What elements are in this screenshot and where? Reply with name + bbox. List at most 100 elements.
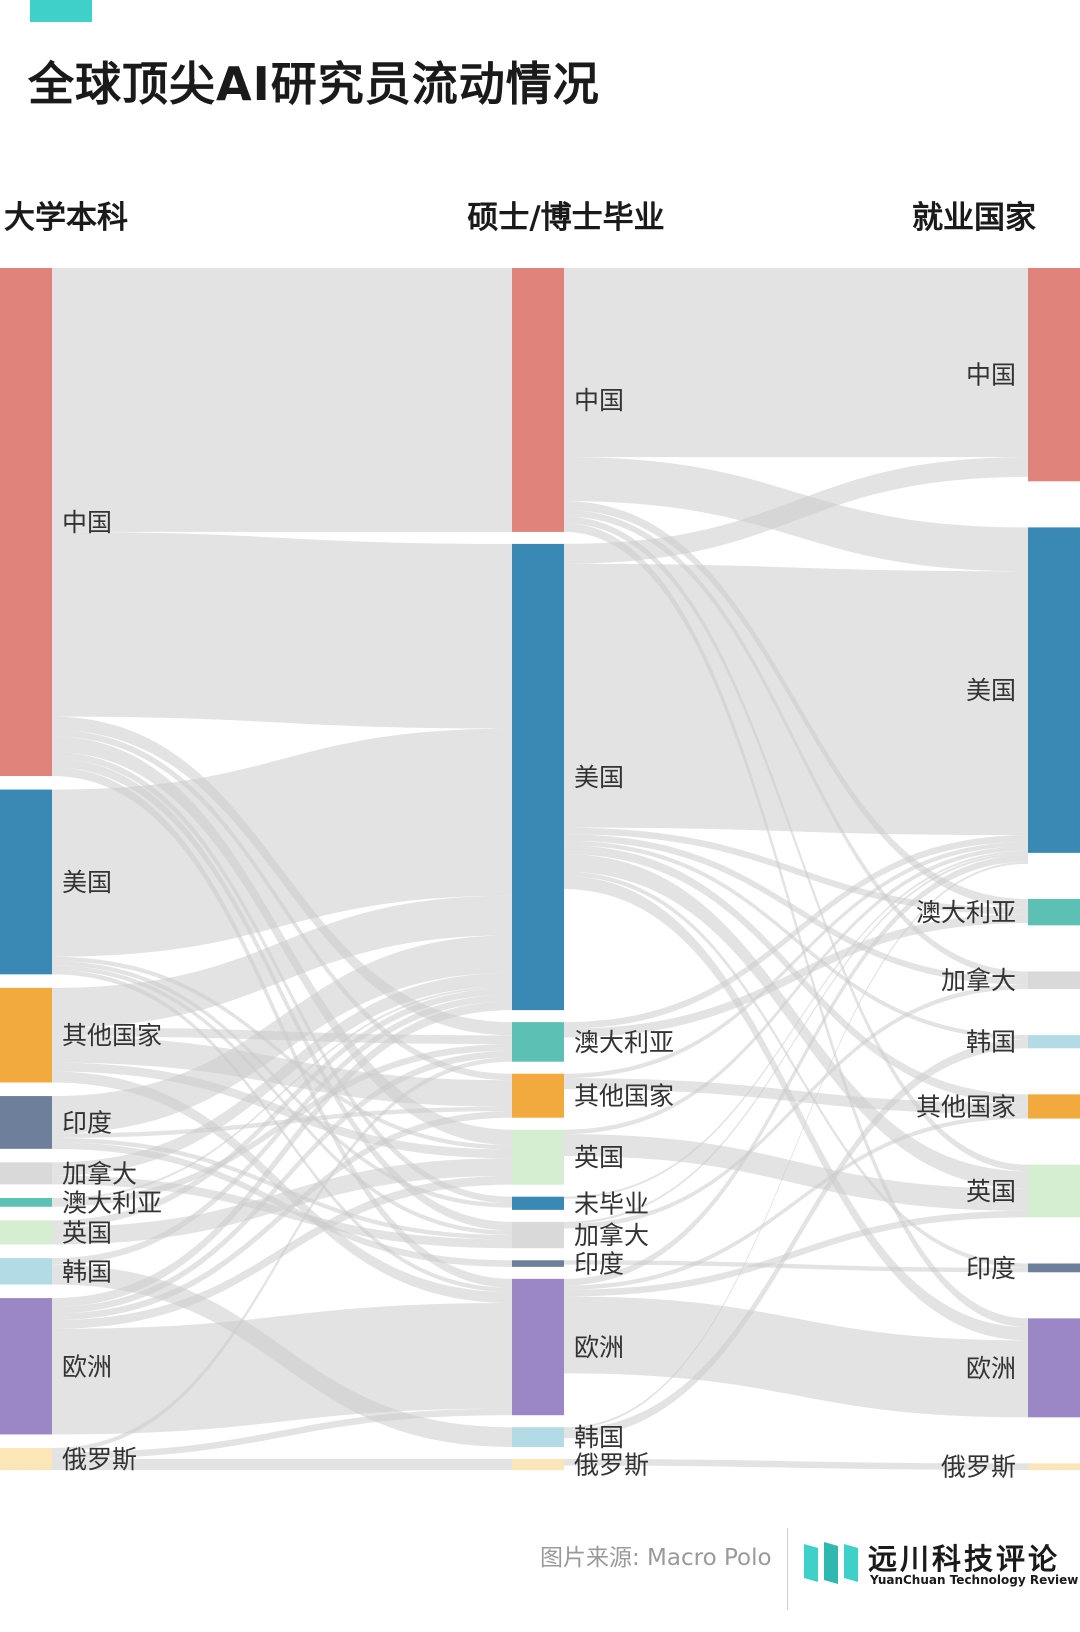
node-bar-u_eu bbox=[0, 1298, 52, 1435]
node-label-u_kr: 韩国 bbox=[62, 1257, 112, 1286]
flow-u_us-to-g_ca bbox=[52, 965, 512, 1236]
stage-header-employment: 就业国家 bbox=[912, 200, 1036, 236]
node-bar-j_ru bbox=[1028, 1463, 1080, 1470]
flow-g_au-to-j_au bbox=[564, 914, 1028, 1038]
flow-g_uk-to-j_us bbox=[564, 846, 1028, 1135]
flow-g_us-to-j_us bbox=[564, 563, 1028, 836]
flow-u_kr-to-g_us bbox=[52, 994, 512, 1265]
node-bar-u_ru bbox=[0, 1448, 52, 1470]
flow-g_ru-to-j_ru bbox=[564, 1459, 1028, 1470]
node-bar-g_in bbox=[512, 1260, 564, 1267]
node-label-g_ca: 加拿大 bbox=[574, 1221, 649, 1250]
stage-header-graduate: 硕士/博士毕业 bbox=[467, 200, 664, 236]
node-bar-j_eu bbox=[1028, 1318, 1080, 1418]
node-bar-g_ca bbox=[512, 1221, 564, 1249]
accent-bar bbox=[30, 0, 92, 22]
flow-g_ot-to-j_us bbox=[564, 841, 1028, 1079]
node-label-g_in: 印度 bbox=[574, 1250, 624, 1279]
node-label-g_ot: 其他国家 bbox=[574, 1082, 674, 1111]
node-label-j_au: 澳大利亚 bbox=[916, 898, 1016, 927]
flow-u_ca-to-g_us bbox=[52, 972, 512, 1176]
node-bar-u_us bbox=[0, 789, 52, 975]
flow-u_us-to-g_uk bbox=[52, 956, 512, 1150]
flow-links bbox=[52, 268, 1028, 1470]
node-label-j_uk: 英国 bbox=[966, 1177, 1016, 1206]
node-label-g_ru: 俄罗斯 bbox=[574, 1451, 649, 1480]
node-label-j_in: 印度 bbox=[966, 1254, 1016, 1283]
flow-g_ca-to-j_us bbox=[564, 852, 1028, 1225]
node-label-j_ca: 加拿大 bbox=[941, 966, 1016, 995]
flow-u_ot-to-g_us bbox=[52, 895, 512, 1028]
node-bar-u_uk bbox=[0, 1220, 52, 1245]
node-label-g_eu: 欧洲 bbox=[574, 1333, 624, 1362]
flow-u_cn-to-g_ca bbox=[52, 758, 512, 1231]
flow-u_in-to-g_us bbox=[52, 935, 512, 1134]
node-label-g_kr: 韩国 bbox=[574, 1423, 624, 1452]
flow-g_us-to-j_au bbox=[564, 827, 1028, 915]
node-label-g_ng: 未毕业 bbox=[574, 1189, 649, 1218]
node-bar-j_kr bbox=[1028, 1035, 1080, 1049]
node-label-u_au: 澳大利亚 bbox=[62, 1188, 162, 1217]
node-label-g_au: 澳大利亚 bbox=[574, 1028, 674, 1057]
node-bar-u_ca bbox=[0, 1162, 52, 1185]
flow-g_uk-to-j_uk bbox=[564, 1134, 1028, 1211]
node-bar-j_uk bbox=[1028, 1164, 1080, 1218]
brand-logo-icon bbox=[804, 1542, 858, 1584]
node-label-j_eu: 欧洲 bbox=[966, 1354, 1016, 1383]
flow-u_eu-to-g_us bbox=[52, 1001, 512, 1307]
node-label-u_cn: 中国 bbox=[62, 508, 112, 537]
flow-g_kr-to-j_us bbox=[564, 861, 1028, 1430]
node-bar-g_us bbox=[512, 543, 564, 1011]
flow-u_uk-to-g_uk bbox=[52, 1158, 512, 1245]
flow-u_cn-to-g_cn bbox=[52, 268, 512, 532]
flow-g_eu-to-j_ot bbox=[564, 1114, 1028, 1290]
node-bar-u_au bbox=[0, 1197, 52, 1207]
flow-g_us-to-j_ca bbox=[564, 834, 1028, 985]
flow-u_au-to-g_au bbox=[52, 1044, 512, 1207]
node-label-j_ot: 其他国家 bbox=[916, 1092, 1016, 1121]
node-label-u_us: 美国 bbox=[62, 868, 112, 897]
node-bar-g_au bbox=[512, 1022, 564, 1062]
flow-g_us-to-j_uk bbox=[564, 853, 1028, 1189]
node-label-u_eu: 欧洲 bbox=[62, 1352, 112, 1381]
flow-g_kr-to-j_kr bbox=[564, 1039, 1028, 1439]
flow-u_eu-to-g_eu bbox=[52, 1303, 512, 1435]
node-label-u_ca: 加拿大 bbox=[62, 1159, 137, 1188]
flow-u_eu-to-g_uk bbox=[52, 1175, 512, 1329]
node-bar-j_us bbox=[1028, 527, 1080, 853]
node-label-g_cn: 中国 bbox=[574, 386, 624, 415]
node-bar-g_ot bbox=[512, 1073, 564, 1118]
flow-g_in-to-j_in bbox=[564, 1260, 1028, 1273]
stage-header-undergrad: 大学本科 bbox=[4, 200, 128, 236]
node-label-j_kr: 韩国 bbox=[966, 1028, 1016, 1057]
flow-u_ca-to-g_ca bbox=[52, 1175, 512, 1249]
flow-g_cn-to-j_uk bbox=[564, 516, 1028, 1172]
flow-g_ca-to-j_ca bbox=[564, 984, 1028, 1229]
flow-u_ru-to-g_eu bbox=[52, 1408, 512, 1460]
node-label-u_uk: 英国 bbox=[62, 1218, 112, 1247]
node-bar-g_kr bbox=[512, 1427, 564, 1448]
flow-g_ng-to-j_us bbox=[564, 850, 1028, 1199]
logo-divider bbox=[787, 1528, 788, 1610]
node-bar-u_in bbox=[0, 1096, 52, 1149]
flow-u_in-to-g_ca bbox=[52, 1137, 512, 1240]
node-bar-j_au bbox=[1028, 898, 1080, 926]
node-label-g_uk: 英国 bbox=[574, 1143, 624, 1172]
flow-u_ru-to-g_au bbox=[52, 1057, 512, 1453]
page-title: 全球顶尖AI研究员流动情况 bbox=[28, 57, 600, 111]
flow-u_us-to-g_us bbox=[52, 728, 512, 957]
node-bar-g_ru bbox=[512, 1459, 564, 1470]
node-label-j_cn: 中国 bbox=[966, 361, 1016, 390]
flow-g_cn-to-j_eu bbox=[564, 523, 1028, 1328]
node-label-u_ru: 俄罗斯 bbox=[62, 1445, 137, 1474]
node-bar-u_cn bbox=[0, 268, 52, 777]
flow-u_eu-to-g_ot bbox=[52, 1111, 512, 1321]
flow-g_ot-to-j_ot bbox=[564, 1078, 1028, 1115]
node-bars: 中国美国其他国家印度加拿大澳大利亚英国韩国欧洲俄罗斯中国美国澳大利亚其他国家英国… bbox=[0, 268, 1080, 1482]
brand-name: 远川科技评论 bbox=[868, 1542, 1061, 1576]
node-bar-g_eu bbox=[512, 1278, 564, 1416]
flow-g_au-to-j_us bbox=[564, 835, 1028, 1029]
node-label-u_in: 印度 bbox=[62, 1108, 112, 1137]
flow-u_cn-to-g_us bbox=[52, 531, 512, 729]
